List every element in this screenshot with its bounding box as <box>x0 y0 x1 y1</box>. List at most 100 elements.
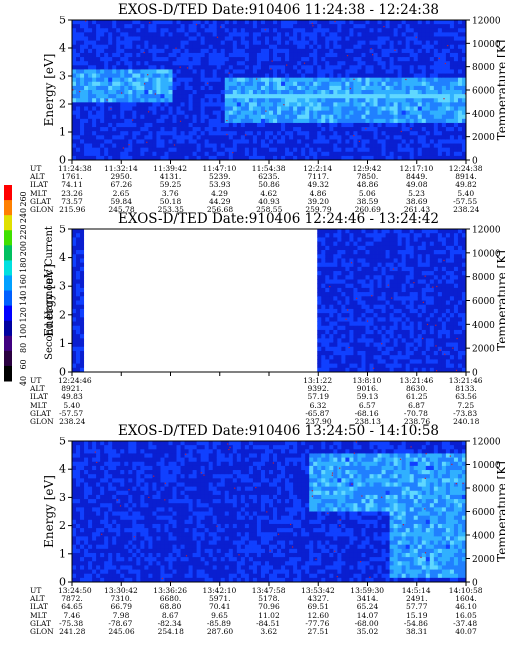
colorbar-swatch <box>4 260 12 276</box>
orbit-value: 13:1:22 <box>303 376 333 385</box>
orbit-row-label: GLON <box>30 627 54 636</box>
orbit-value: 7117. <box>307 172 329 182</box>
orbit-value: 5.06 <box>358 188 376 198</box>
orbit-value: 237.90 <box>305 417 332 426</box>
y-tick-label: 0 <box>59 576 66 589</box>
orbit-value: 59.84 <box>110 196 132 206</box>
orbit-value: 14:5:14 <box>401 586 431 595</box>
orbit-value: -73.83 <box>453 408 478 418</box>
y2-tick-label: 4000 <box>472 110 495 120</box>
y2-tick-label: 8000 <box>472 485 495 495</box>
orbit-row-label: ILAT <box>30 602 48 612</box>
orbit-value: 57.19 <box>307 392 329 402</box>
orbit-row-label: ILAT <box>30 180 48 190</box>
orbit-value: 5.40 <box>63 400 81 410</box>
orbit-value: 7.25 <box>457 400 475 410</box>
y2-tick-label: 10000 <box>472 40 501 50</box>
orbit-value: 7.46 <box>63 610 81 620</box>
y-tick-label: 3 <box>59 280 66 293</box>
orbit-value: 6680. <box>159 594 182 604</box>
y2-tick-label: 10000 <box>472 249 501 259</box>
y-axis-label: Energy [eV] <box>42 54 56 127</box>
orbit-value: 65.24 <box>356 602 379 612</box>
orbit-value: 40.93 <box>258 196 280 206</box>
orbit-value: 12.60 <box>307 610 329 620</box>
spectrogram-cells <box>72 441 467 583</box>
orbit-value: 238.76 <box>403 417 431 426</box>
y2-tick-label: 8000 <box>472 273 495 283</box>
orbit-value: 256.68 <box>206 205 234 214</box>
orbit-value: 260.69 <box>354 205 381 214</box>
orbit-value: 12:24:38 <box>448 164 483 173</box>
y2-tick-label: 6000 <box>472 508 495 518</box>
y2-tick-label: 4000 <box>472 321 495 331</box>
orbit-value: 9.65 <box>211 610 228 620</box>
orbit-value: 12:2:14 <box>303 164 333 173</box>
orbit-value: 74.11 <box>61 180 83 190</box>
orbit-value: 44.29 <box>209 196 231 206</box>
orbit-value: 5239. <box>209 172 231 182</box>
orbit-row-label: GLAT <box>30 196 51 206</box>
orbit-value: 50.86 <box>258 180 280 190</box>
orbit-value: 70.41 <box>209 602 231 612</box>
orbit-value: -37.48 <box>453 618 478 628</box>
colorbar-swatch <box>4 185 12 201</box>
orbit-value: 245.78 <box>108 205 135 214</box>
orbit-value: 68.80 <box>159 602 182 612</box>
orbit-row-label: ILAT <box>30 392 48 402</box>
orbit-value: 240.18 <box>453 417 480 426</box>
orbit-value: -85.89 <box>206 618 231 628</box>
y2-tick-label: 12000 <box>472 226 501 236</box>
orbit-value: 66.79 <box>110 602 132 612</box>
orbit-value: 258.55 <box>256 205 283 214</box>
colorbar-swatch <box>4 305 12 322</box>
orbit-value: 11:39:42 <box>153 164 187 173</box>
orbit-value: -77.76 <box>305 618 330 628</box>
orbit-value: 13:42:10 <box>202 586 237 595</box>
orbit-value: 38.69 <box>406 196 428 206</box>
orbit-value: -68.16 <box>354 408 379 418</box>
orbit-value: 59.13 <box>356 392 379 402</box>
y2-tick-label: 2000 <box>472 133 495 143</box>
orbit-value: -57.57 <box>59 408 84 418</box>
y-tick-label: 3 <box>59 491 66 504</box>
y-tick-label: 0 <box>59 366 66 379</box>
colorbar-tick-label: 260 <box>19 191 28 206</box>
y2-tick-label: 4000 <box>472 532 495 542</box>
colorbar-tick-label: 80 <box>19 343 28 353</box>
orbit-value: 238.24 <box>59 417 86 426</box>
orbit-row-label: MLT <box>30 188 48 198</box>
colorbar-swatch <box>4 275 12 292</box>
orbit-value: 15.19 <box>406 610 428 620</box>
orbit-value: 49.83 <box>61 392 83 402</box>
orbit-value: 5971. <box>209 594 231 604</box>
y-tick-label: 4 <box>59 463 66 476</box>
y2-tick-label: 0 <box>472 369 478 379</box>
y2-tick-label: 12000 <box>472 17 501 27</box>
orbit-value: 6.57 <box>358 400 376 410</box>
y-tick-label: 1 <box>59 126 66 139</box>
orbit-value: 2950. <box>110 172 132 182</box>
orbit-row-label: MLT <box>30 400 48 410</box>
y-tick-label: 1 <box>59 547 66 560</box>
orbit-value: 57.77 <box>406 602 428 612</box>
orbit-value: 13:21:46 <box>448 376 483 385</box>
orbit-value: 9392. <box>307 384 329 394</box>
orbit-value: 53.93 <box>209 180 231 190</box>
orbit-value: -75.38 <box>59 618 84 628</box>
orbit-value: 11:47:10 <box>202 164 237 173</box>
y2-tick-label: 10000 <box>472 461 501 471</box>
orbit-value: 13:24:50 <box>58 586 92 595</box>
orbit-value: 4.86 <box>309 188 327 198</box>
orbit-row-label: GLON <box>30 417 54 426</box>
orbit-value: 259.79 <box>305 205 332 214</box>
orbit-value: 50.18 <box>159 196 182 206</box>
y2-axis-label: Temperature [K] <box>495 461 505 562</box>
orbit-value: 8921. <box>61 384 83 394</box>
orbit-value: 287.60 <box>206 627 234 636</box>
orbit-row-label: ALT <box>30 594 45 604</box>
orbit-value: 13:36:26 <box>153 586 187 595</box>
orbit-value: 73.57 <box>61 196 83 206</box>
orbit-value: 11.02 <box>258 610 280 620</box>
y-tick-label: 4 <box>59 42 66 55</box>
